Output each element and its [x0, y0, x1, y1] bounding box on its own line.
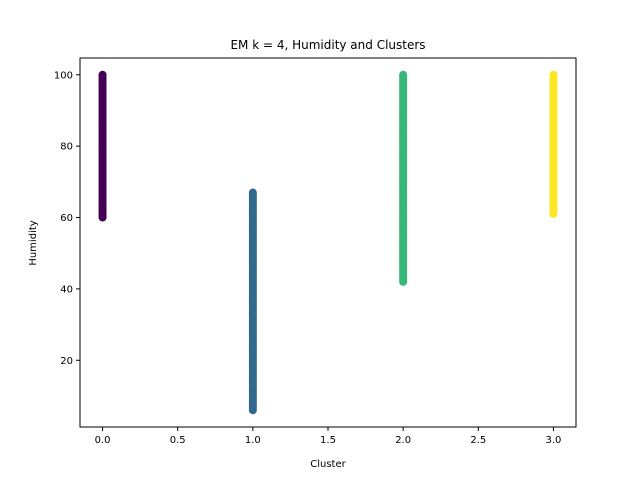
x-tick-label: 1.5: [320, 435, 336, 446]
y-axis-label: Humidity: [28, 220, 39, 265]
y-tick-label: 100: [54, 70, 73, 81]
x-tick-label: 2.0: [395, 435, 411, 446]
x-axis: 0.0 0.5 1.0 1.5 2.0 2.5 3.0: [95, 427, 562, 446]
scatter-point-cluster-1: [248, 188, 257, 197]
y-tick-label: 40: [60, 284, 73, 295]
scatter-points: [98, 70, 558, 415]
x-tick-label: 1.0: [245, 435, 261, 446]
y-tick-label: 20: [60, 356, 73, 367]
y-tick-label: 60: [60, 213, 73, 224]
y-tick-label: 80: [60, 142, 73, 153]
x-tick-label: 2.5: [470, 435, 486, 446]
x-tick-label: 0.5: [170, 435, 186, 446]
scatter-point-cluster-3: [549, 70, 558, 79]
x-tick-label: 3.0: [546, 435, 562, 446]
chart-title: EM k = 4, Humidity and Clusters: [230, 38, 425, 52]
scatter-point-cluster-2: [399, 70, 408, 79]
x-tick-label: 0.0: [95, 435, 111, 446]
x-axis-label: Cluster: [310, 459, 346, 470]
scatter-point-cluster-0: [98, 70, 107, 79]
y-axis: 20 40 60 80 100: [54, 70, 80, 367]
